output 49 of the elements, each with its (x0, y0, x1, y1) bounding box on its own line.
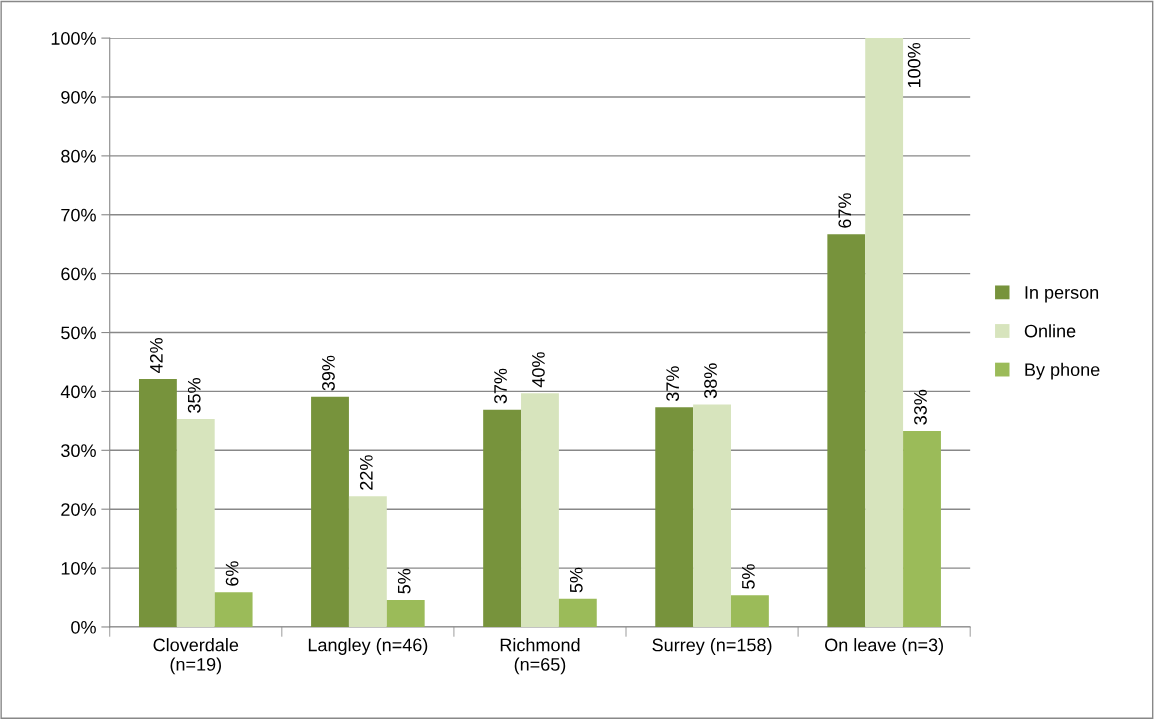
data-label: 33% (914, 389, 927, 425)
bar (214, 592, 253, 627)
y-tick-label: 0% (71, 620, 96, 634)
x-tick-label: Langley (n=46) (308, 638, 428, 655)
bar (311, 396, 349, 627)
bar (693, 404, 731, 627)
data-label: 22% (359, 455, 373, 490)
y-tick-label: 60% (61, 267, 96, 281)
bar (176, 419, 215, 627)
y-tick-label: 40% (60, 385, 96, 399)
data-label: 38% (704, 363, 717, 399)
y-tick-label: 100% (51, 32, 96, 45)
data-label: 40% (532, 352, 545, 388)
bar (386, 599, 425, 627)
x-tick-label: On leave (n=3) (825, 638, 943, 655)
bar (865, 38, 904, 627)
data-label: 5% (742, 564, 755, 589)
y-tick-label: 70% (61, 208, 96, 222)
data-label: 37% (666, 366, 680, 402)
bar (655, 407, 694, 627)
bar (903, 430, 941, 627)
y-tick-label: 20% (61, 503, 96, 516)
x-tick-label: Cloverdale (n=19) (153, 638, 239, 675)
data-label: 42% (149, 338, 163, 374)
data-label: 5% (569, 567, 583, 593)
data-label: 6% (225, 561, 239, 586)
bar (827, 234, 866, 627)
legend-label: By phone (1025, 362, 1100, 380)
x-tick-label: Richmond (n=65) (500, 638, 580, 675)
legend-label: Online (1024, 324, 1076, 338)
y-tick-label: 30% (61, 444, 96, 458)
bar (521, 393, 559, 627)
data-label: 67% (838, 193, 852, 228)
data-label: 35% (187, 378, 201, 413)
y-tick-label: 10% (61, 562, 96, 575)
data-label: 37% (494, 368, 507, 404)
y-tick-label: 50% (61, 326, 96, 340)
bar (558, 598, 597, 627)
bar (483, 409, 522, 627)
bar (730, 595, 769, 627)
data-label: 5% (397, 568, 411, 594)
data-label: 39% (322, 355, 335, 391)
y-tick-label: 90% (61, 90, 96, 104)
data-label: 100% (907, 42, 921, 88)
bar (348, 496, 387, 627)
y-tick-label: 80% (61, 149, 96, 163)
legend-label: In person (1025, 286, 1099, 303)
bar (138, 379, 177, 627)
x-tick-label: Surrey (n=158) (652, 638, 772, 655)
